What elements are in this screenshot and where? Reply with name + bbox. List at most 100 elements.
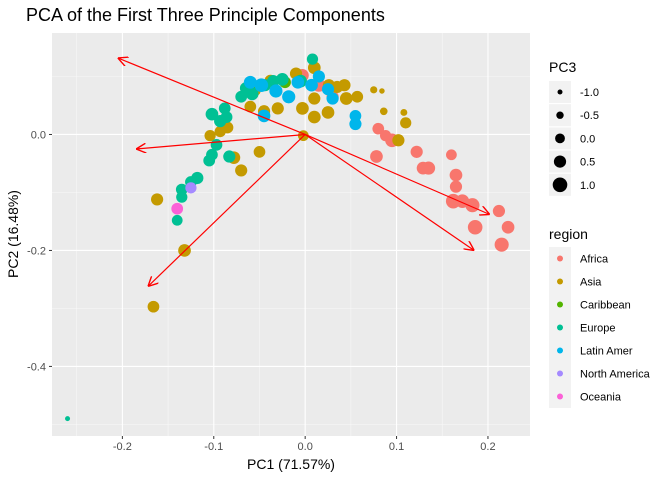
data-point xyxy=(223,150,236,163)
data-point xyxy=(151,193,164,206)
x-tick-label: -0.2 xyxy=(113,441,132,453)
size-legend-circle xyxy=(552,177,568,193)
data-point xyxy=(400,117,412,129)
data-point xyxy=(379,130,392,142)
color-legend-dot xyxy=(557,278,563,285)
data-point xyxy=(235,164,248,177)
data-point xyxy=(171,214,183,226)
data-point xyxy=(410,145,423,158)
size-legend-title: PC3 xyxy=(549,59,576,75)
y-axis-label: PC2 (16.48%) xyxy=(5,190,21,278)
data-point xyxy=(147,300,160,313)
data-point xyxy=(449,168,463,182)
color-legend-label: Oceania xyxy=(580,392,622,404)
data-point xyxy=(291,75,305,89)
data-point xyxy=(321,106,335,119)
color-legend-dot xyxy=(557,347,563,354)
size-legend-label: -1.0 xyxy=(580,87,599,99)
data-point xyxy=(185,182,197,194)
color-legend-dot xyxy=(557,255,563,262)
color-legend-label: Asia xyxy=(580,277,602,289)
size-legend-circle xyxy=(557,89,563,95)
data-point xyxy=(494,237,509,252)
data-point xyxy=(321,83,335,96)
color-legend-dot xyxy=(557,370,563,377)
data-point xyxy=(400,108,408,116)
x-tick-label: -0.1 xyxy=(204,441,223,453)
data-point xyxy=(235,90,248,103)
loading-arrow xyxy=(136,133,306,148)
size-legend-label: 0.5 xyxy=(580,157,595,169)
data-point xyxy=(379,88,385,94)
data-point xyxy=(203,154,216,167)
data-point xyxy=(220,111,233,123)
data-point xyxy=(306,53,319,65)
x-tick-label: 0.2 xyxy=(480,441,495,453)
color-legend: region Africa Asia Caribbean Europe Latin Am… xyxy=(549,226,651,408)
data-point xyxy=(326,92,339,105)
data-point xyxy=(282,90,296,104)
color-legend-dot xyxy=(557,393,563,400)
data-point xyxy=(171,202,184,215)
data-point xyxy=(254,78,269,93)
data-point xyxy=(243,75,257,89)
size-legend-circle xyxy=(553,155,567,168)
x-tick-label: 0.1 xyxy=(389,441,404,453)
x-tick-label: 0.0 xyxy=(298,441,313,453)
data-point xyxy=(501,220,515,234)
size-legend-label: -0.5 xyxy=(580,110,599,122)
data-point xyxy=(379,107,388,116)
data-point xyxy=(218,102,231,115)
color-legend-dot xyxy=(557,301,563,308)
color-legend-label: Europe xyxy=(580,323,615,335)
data-point xyxy=(308,92,321,105)
chart-title: PCA of the First Three Principle Compone… xyxy=(26,5,385,25)
size-legend-circle xyxy=(555,133,565,144)
data-point xyxy=(449,180,463,193)
data-point xyxy=(370,150,383,163)
data-point xyxy=(416,161,430,175)
y-axis-ticks: -0.4 -0.2 0.0 xyxy=(27,129,52,373)
size-legend-circle xyxy=(556,111,564,119)
data-point xyxy=(176,191,188,203)
data-point xyxy=(446,149,457,161)
data-point xyxy=(339,92,353,105)
color-legend-label: Africa xyxy=(580,254,609,266)
data-point xyxy=(351,90,364,103)
loading-arrow xyxy=(304,133,490,214)
data-point xyxy=(312,70,325,83)
data-point xyxy=(269,84,283,98)
size-legend-label: 0.0 xyxy=(580,133,595,145)
data-point xyxy=(296,102,309,115)
color-legend-label: Caribbean xyxy=(580,300,631,312)
loading-arrow xyxy=(118,58,306,136)
data-point xyxy=(244,100,257,113)
data-point xyxy=(307,110,321,124)
data-point xyxy=(65,416,71,422)
data-point xyxy=(275,73,289,86)
y-tick-label: 0.0 xyxy=(31,129,46,141)
size-legend-label: 1.0 xyxy=(580,180,595,192)
loading-arrows xyxy=(118,58,490,286)
data-point xyxy=(349,117,362,131)
data-point xyxy=(492,204,506,218)
data-points xyxy=(65,53,515,422)
data-point xyxy=(214,125,226,138)
x-axis-label: PC1 (71.57%) xyxy=(247,456,335,472)
data-point xyxy=(305,78,318,92)
data-point xyxy=(370,86,378,94)
loading-arrow xyxy=(148,134,306,286)
loading-arrow xyxy=(304,133,474,250)
data-point xyxy=(204,130,216,142)
color-legend-label: North America xyxy=(580,369,651,381)
data-point xyxy=(372,122,385,135)
y-tick-label: -0.2 xyxy=(27,245,46,257)
data-point xyxy=(205,107,219,121)
color-legend-title: region xyxy=(549,226,588,242)
color-legend-label: Latin Amer xyxy=(580,346,633,358)
y-tick-label: -0.4 xyxy=(27,361,46,373)
color-legend-dot xyxy=(557,324,563,331)
data-point xyxy=(271,102,284,115)
size-legend: PC3 -1.0 -0.5 0.0 0.5 1.0 xyxy=(549,59,599,196)
